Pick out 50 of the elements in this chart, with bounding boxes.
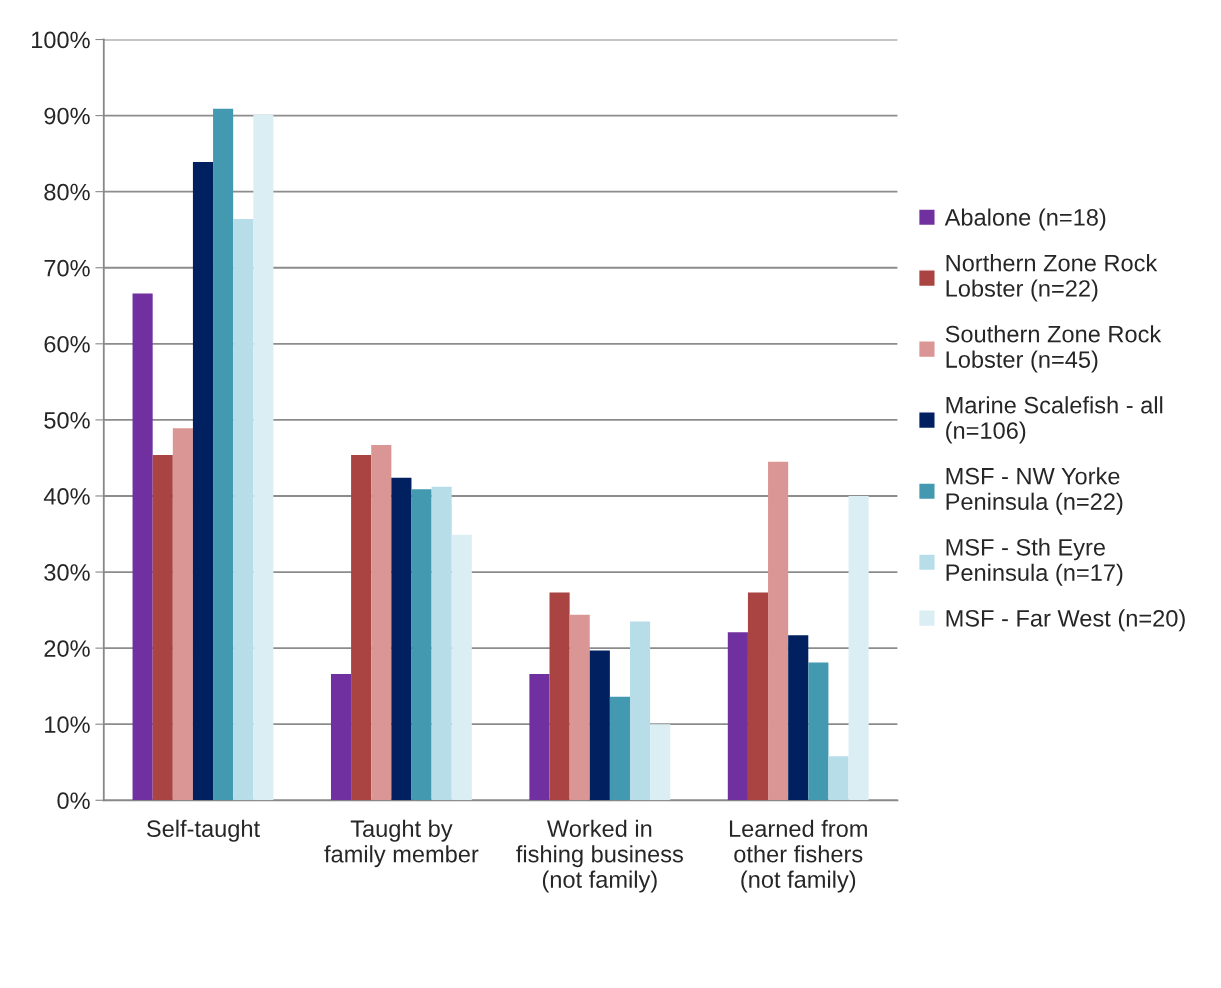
bar bbox=[650, 724, 671, 801]
bar bbox=[213, 108, 234, 801]
legend-label: MSF - NW Yorke Peninsula (n=22) bbox=[946, 467, 1123, 515]
bar bbox=[152, 454, 173, 801]
legend-label: Northern Zone Rock Lobster (n=22) bbox=[946, 254, 1158, 302]
legend-label: Abalone (n=18) bbox=[944, 208, 1106, 231]
bar bbox=[132, 293, 153, 801]
y-tick-label: 60% bbox=[44, 335, 90, 353]
bar bbox=[768, 461, 789, 801]
y-tick-label: 30% bbox=[44, 564, 90, 581]
bar bbox=[431, 486, 452, 801]
y-tick-label: 70% bbox=[44, 259, 90, 277]
bar bbox=[192, 162, 214, 801]
legend-label: MSF - Sth Eyre Peninsula (n=17) bbox=[946, 538, 1123, 586]
x-tick-label: Taught by family member bbox=[324, 819, 479, 868]
bar bbox=[630, 621, 651, 801]
y-tick-label: 20% bbox=[44, 640, 90, 657]
bar bbox=[233, 219, 254, 801]
bar bbox=[529, 673, 550, 801]
y-tick-label: 0% bbox=[57, 792, 90, 810]
bar bbox=[747, 592, 769, 801]
bar bbox=[808, 662, 829, 801]
bar bbox=[569, 614, 590, 801]
y-tick-label: 90% bbox=[44, 107, 90, 125]
bar bbox=[330, 673, 352, 801]
y-tick-label: 50% bbox=[44, 411, 90, 429]
y-tick-label: 100% bbox=[32, 31, 90, 49]
y-tick-label: 80% bbox=[44, 183, 90, 201]
bar bbox=[549, 592, 570, 801]
bar bbox=[609, 696, 630, 801]
bar bbox=[253, 114, 274, 801]
y-tick-label: 10% bbox=[45, 716, 90, 733]
legend-label: Marine Scalefish - all (n=106) bbox=[946, 396, 1163, 444]
bar bbox=[828, 756, 849, 801]
legend-label: Southern Zone Rock Lobster (n=45) bbox=[945, 325, 1162, 373]
bar bbox=[788, 635, 809, 801]
y-tick-label: 40% bbox=[43, 488, 90, 505]
x-tick-label: Worked in fishing business (not family) bbox=[516, 819, 683, 893]
bar bbox=[351, 454, 372, 801]
bar bbox=[391, 477, 412, 801]
x-tick-label: Learned from other fishers (not family) bbox=[729, 819, 867, 893]
bar bbox=[848, 495, 869, 801]
bar bbox=[371, 445, 392, 801]
bar bbox=[589, 650, 610, 801]
x-tick-label: Self-taught bbox=[146, 819, 260, 842]
bar bbox=[727, 632, 748, 801]
legend-label: MSF - Far West (n=20) bbox=[946, 609, 1185, 632]
bar bbox=[411, 489, 432, 801]
bar bbox=[451, 534, 472, 801]
bar bbox=[172, 428, 193, 801]
